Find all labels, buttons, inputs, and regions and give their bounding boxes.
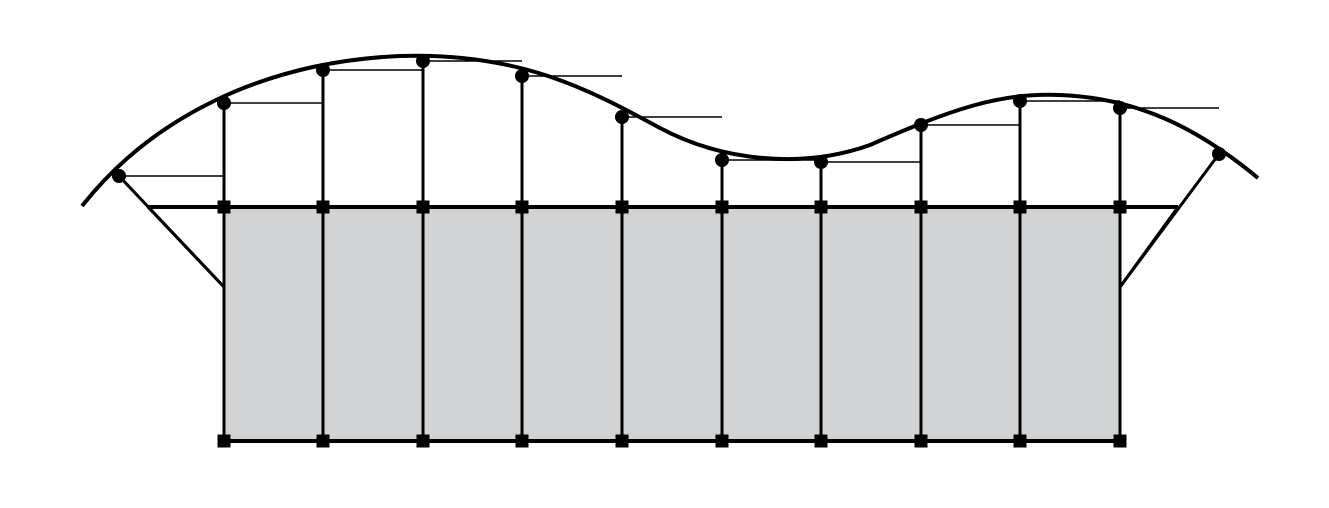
beam-joint bbox=[316, 434, 330, 448]
beam-joint bbox=[715, 200, 729, 214]
beam-joint bbox=[316, 200, 330, 214]
beam-joint bbox=[715, 434, 729, 448]
beam-joint bbox=[814, 434, 828, 448]
wall-panel bbox=[1020, 207, 1120, 441]
beam-joint bbox=[615, 200, 629, 214]
wall-panel bbox=[522, 207, 622, 441]
wall-panel bbox=[323, 207, 423, 441]
roof-node bbox=[1013, 94, 1027, 108]
beam-joint bbox=[1013, 200, 1027, 214]
roof-hangers bbox=[119, 60, 1219, 177]
beam-joint bbox=[814, 200, 828, 214]
beam-joint bbox=[914, 200, 928, 214]
wall-panel bbox=[722, 207, 821, 441]
right-roof-strut bbox=[1118, 153, 1221, 288]
roof-node bbox=[615, 110, 629, 124]
roof-node bbox=[1212, 147, 1226, 161]
beam-joint bbox=[515, 434, 529, 448]
roof-node bbox=[715, 153, 729, 167]
roof-node bbox=[112, 169, 126, 183]
roof-node bbox=[316, 63, 330, 77]
roof-node bbox=[416, 54, 430, 68]
roof-node bbox=[515, 69, 529, 83]
roof-curve bbox=[80, 53, 1260, 208]
beam-joint bbox=[217, 200, 231, 214]
beam-joint bbox=[515, 200, 529, 214]
beam-joints bbox=[217, 200, 1127, 448]
beam-joint bbox=[615, 434, 629, 448]
end-braces bbox=[117, 153, 1221, 289]
wall-panel bbox=[921, 207, 1020, 441]
wall-panel bbox=[224, 207, 323, 441]
wall-panels bbox=[224, 207, 1120, 441]
beam-joint bbox=[1113, 434, 1127, 448]
roof-node bbox=[814, 155, 828, 169]
beam-joint bbox=[416, 434, 430, 448]
beam-joint bbox=[1013, 434, 1027, 448]
wall-panel bbox=[821, 207, 921, 441]
roof-node bbox=[914, 118, 928, 132]
beam-joint bbox=[416, 200, 430, 214]
roof-nodes bbox=[112, 54, 1226, 183]
wall-panel bbox=[622, 207, 722, 441]
left-roof-strut bbox=[117, 174, 226, 289]
roof-node bbox=[217, 96, 231, 110]
beam-joint bbox=[1113, 200, 1127, 214]
wall-panel bbox=[423, 207, 522, 441]
roof-node bbox=[1113, 101, 1127, 115]
beam-joint bbox=[217, 434, 231, 448]
beam-joint bbox=[914, 434, 928, 448]
